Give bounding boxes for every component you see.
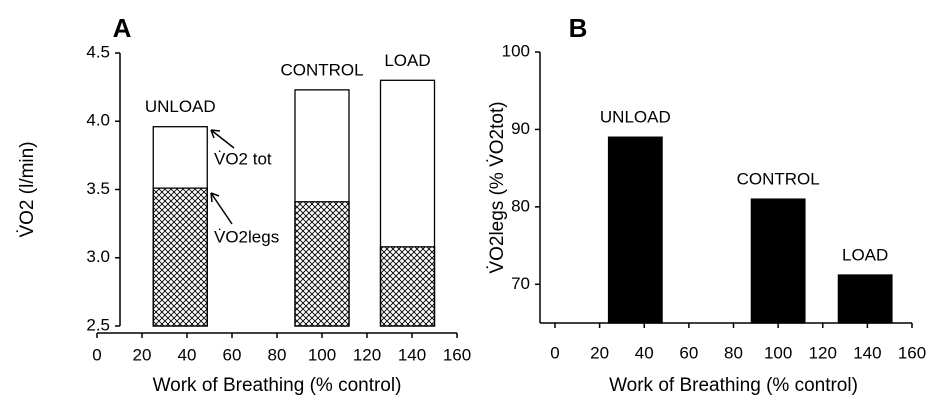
y-tick-label: 4.0: [86, 111, 110, 130]
bar: [152, 187, 208, 327]
bar-label: CONTROL: [280, 60, 363, 79]
bar: [750, 198, 806, 324]
x-tick-label: 0: [92, 345, 101, 364]
panel-label: A: [113, 13, 132, 43]
annotations: V̇O2 tot V̇O2legs: [210, 129, 279, 246]
x-tick-label: 120: [809, 343, 837, 362]
x-tick-label: 140: [398, 345, 426, 364]
y-tick-label: 2.5: [86, 315, 110, 334]
bar-bg: [295, 202, 349, 326]
y-tick-label: 100: [502, 41, 530, 60]
x-tick-label: 160: [443, 345, 471, 364]
y-tick-label: 4.5: [86, 42, 110, 61]
bar-label: LOAD: [842, 245, 888, 264]
bar: [379, 246, 436, 327]
arrow-head: [210, 129, 221, 139]
x-tick-label: 160: [898, 343, 926, 362]
bar: [607, 136, 663, 324]
y-axis-label: V̇O2legs (% V̇O2tot): [487, 101, 508, 273]
bar-bg: [153, 188, 207, 326]
bar-label: CONTROL: [737, 170, 820, 189]
annotation: V̇O2 tot: [214, 149, 272, 168]
bar-label: UNLOAD: [600, 108, 671, 127]
x-tick-label: 120: [353, 345, 381, 364]
x-tick-label: 140: [853, 343, 881, 362]
x-tick-label: 0: [550, 343, 559, 362]
arrow: [210, 192, 233, 225]
bar-label: LOAD: [384, 51, 430, 70]
y-tick-label: 90: [511, 119, 530, 138]
bar-label: UNLOAD: [145, 97, 216, 116]
y-tick-label: 70: [511, 274, 530, 293]
x-tick-label: 60: [679, 343, 698, 362]
arrow-head: [210, 192, 220, 203]
x-axis-label: Work of Breathing (% control): [609, 375, 858, 396]
annotation: V̇O2legs: [214, 227, 279, 246]
bar: [294, 201, 350, 327]
bar: [837, 274, 893, 324]
x-tick-label: 80: [268, 345, 287, 364]
arrow: [210, 129, 235, 149]
x-tick-label: 100: [764, 343, 792, 362]
x-tick-label: 60: [223, 345, 242, 364]
x-tick-label: 40: [635, 343, 654, 362]
y-tick-label: 3.0: [86, 247, 110, 266]
y-tick-label: 3.5: [86, 179, 110, 198]
panel-label: B: [569, 13, 588, 43]
x-axis-label: Work of Breathing (% control): [153, 375, 402, 396]
x-tick-label: 40: [178, 345, 197, 364]
x-tick-label: 100: [308, 345, 336, 364]
x-tick-label: 80: [724, 343, 743, 362]
y-axis-label: V̇O2 (l/min): [17, 141, 38, 237]
y-tick-label: 80: [511, 196, 530, 215]
bar-bg: [381, 247, 435, 326]
x-tick-label: 20: [590, 343, 609, 362]
x-tick-label: 20: [133, 345, 152, 364]
